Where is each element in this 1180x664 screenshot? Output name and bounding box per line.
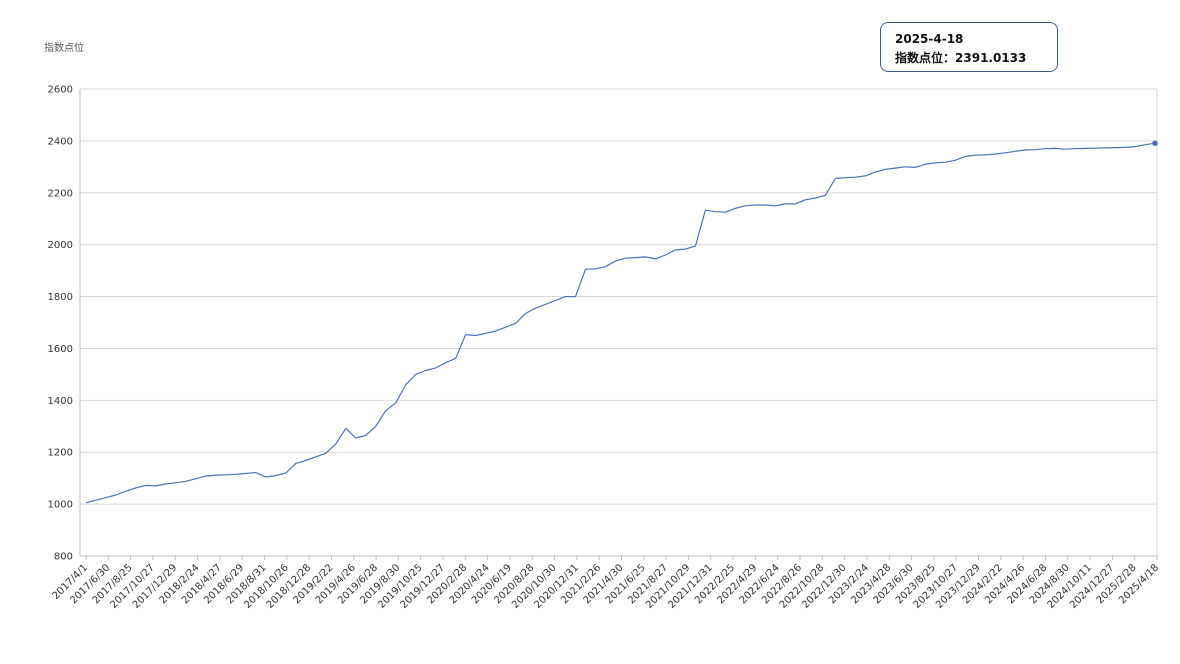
tooltip-label: 指数点位： bbox=[895, 51, 956, 65]
tooltip-date: 2025-4-18 bbox=[895, 32, 964, 46]
series-line bbox=[85, 142, 1156, 504]
y-tick-label: 1800 bbox=[48, 292, 73, 303]
y-tick-label: 1200 bbox=[48, 448, 73, 459]
y-tick-label: 1400 bbox=[48, 396, 73, 407]
tooltip-value-row: 指数点位：2391.0133 bbox=[895, 49, 1057, 68]
y-tick-labels: 800 1000 1200 1400 1600 1800 2000 2200 2400 2600 bbox=[48, 85, 73, 563]
y-tick-label: 800 bbox=[54, 552, 73, 563]
data-tooltip: 2025-4-18 指数点位：2391.0133 bbox=[880, 22, 1058, 72]
y-axis-title: 指数点位 bbox=[44, 41, 84, 54]
x-tick-labels: 2017/4/12017/6/302017/8/252017/10/272017… bbox=[51, 562, 1162, 611]
y-tick-label: 2000 bbox=[48, 240, 73, 251]
y-tick-label: 2200 bbox=[48, 188, 73, 199]
y-tick-label: 1600 bbox=[48, 344, 73, 355]
y-tick-label: 1000 bbox=[48, 500, 73, 511]
highlighted-point[interactable] bbox=[1152, 140, 1158, 147]
grid-lines bbox=[79, 88, 1158, 560]
series-group bbox=[85, 140, 1158, 504]
y-tick-label: 2400 bbox=[48, 136, 73, 147]
y-tick-label: 2600 bbox=[48, 85, 73, 96]
tooltip-value: 2391.0133 bbox=[955, 51, 1027, 65]
